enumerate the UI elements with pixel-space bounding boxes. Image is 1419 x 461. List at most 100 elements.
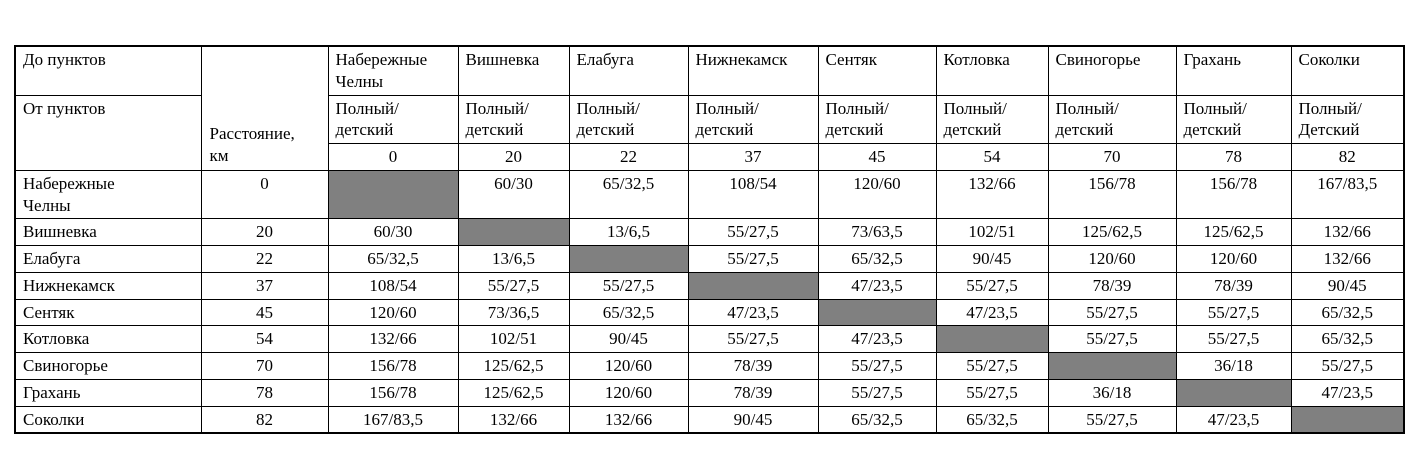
distance-column-header: Расстояние, км xyxy=(200,45,329,171)
fare-cell: 65/32,5 xyxy=(935,405,1049,434)
row-name: Набережные Челны xyxy=(14,169,202,220)
fare-cell: 47/23,5 xyxy=(817,325,937,353)
diagonal-cell xyxy=(568,245,689,273)
fare-cell: 55/27,5 xyxy=(1047,325,1177,353)
fare-cell: 156/78 xyxy=(1175,169,1292,220)
fare-cell: 55/27,5 xyxy=(1047,298,1177,327)
fare-cell: 55/27,5 xyxy=(935,378,1049,407)
fare-type-header: Полный/ детский xyxy=(327,94,459,144)
fare-cell: 125/62,5 xyxy=(1175,218,1292,246)
row-name: Грахань xyxy=(14,378,202,407)
column-distance: 0 xyxy=(327,143,459,171)
column-header: Грахань xyxy=(1175,45,1292,96)
table-row: Котловка 54 132/66 102/51 90/45 55/27,5 47/23,… xyxy=(14,325,1405,353)
fare-cell: 47/23,5 xyxy=(1290,378,1405,407)
fare-cell: 102/51 xyxy=(935,218,1049,246)
diagonal-cell xyxy=(457,218,570,246)
fare-cell: 167/83,5 xyxy=(1290,169,1405,220)
fare-cell: 78/39 xyxy=(687,378,819,407)
row-name: Соколки xyxy=(14,405,202,434)
fare-type-header: Полный/ детский xyxy=(1047,94,1177,144)
diagonal-cell xyxy=(935,325,1049,353)
fare-cell: 90/45 xyxy=(935,245,1049,273)
fare-cell: 132/66 xyxy=(935,169,1049,220)
column-distance: 70 xyxy=(1047,143,1177,171)
fare-cell: 36/18 xyxy=(1047,378,1177,407)
fare-table-container: До пунктов Расстояние, км Набережные Челны… xyxy=(14,45,1405,435)
fare-cell: 120/60 xyxy=(568,378,689,407)
column-header: Сентяк xyxy=(817,45,937,96)
column-header: Елабуга xyxy=(568,45,689,96)
column-header: Соколки xyxy=(1290,45,1405,96)
fare-cell: 65/32,5 xyxy=(1290,298,1405,327)
fare-cell: 55/27,5 xyxy=(687,325,819,353)
row-name: Котловка xyxy=(14,325,202,353)
column-distance: 22 xyxy=(568,143,689,171)
fare-type-header: Полный/ детский xyxy=(935,94,1049,144)
row-name: Вишневка xyxy=(14,218,202,246)
row-distance: 82 xyxy=(200,405,329,434)
table-row: Нижнекамск 37 108/54 55/27,5 55/27,5 47/23,5 5… xyxy=(14,271,1405,300)
fare-cell: 60/30 xyxy=(457,169,570,220)
diagonal-cell xyxy=(817,298,937,327)
fare-cell: 55/27,5 xyxy=(687,245,819,273)
corner-from-label: От пунктов xyxy=(14,94,202,171)
row-distance: 70 xyxy=(200,352,329,380)
fare-cell: 65/32,5 xyxy=(1290,325,1405,353)
fare-cell: 132/66 xyxy=(327,325,459,353)
corner-to-label: До пунктов xyxy=(14,45,202,96)
column-header: Котловка xyxy=(935,45,1049,96)
fare-cell: 125/62,5 xyxy=(457,378,570,407)
fare-cell: 120/60 xyxy=(1175,245,1292,273)
column-distance: 45 xyxy=(817,143,937,171)
fare-cell: 132/66 xyxy=(1290,218,1405,246)
column-header: Свиногорье xyxy=(1047,45,1177,96)
fare-cell: 73/36,5 xyxy=(457,298,570,327)
fare-cell: 78/39 xyxy=(687,352,819,380)
fare-cell: 55/27,5 xyxy=(1290,352,1405,380)
diagonal-cell xyxy=(327,169,459,220)
fare-cell: 167/83,5 xyxy=(327,405,459,434)
table-row: Елабуга 22 65/32,5 13/6,5 55/27,5 65/32,5 90/4… xyxy=(14,245,1405,273)
fare-cell: 65/32,5 xyxy=(568,298,689,327)
fare-type-header: Полный/ детский xyxy=(568,94,689,144)
table-row: Вишневка 20 60/30 13/6,5 55/27,5 73/63,5 102/5… xyxy=(14,218,1405,246)
row-distance: 22 xyxy=(200,245,329,273)
row-distance: 0 xyxy=(200,169,329,220)
fare-cell: 65/32,5 xyxy=(327,245,459,273)
fare-cell: 47/23,5 xyxy=(687,298,819,327)
fare-cell: 125/62,5 xyxy=(1047,218,1177,246)
fare-cell: 132/66 xyxy=(568,405,689,434)
column-distance: 20 xyxy=(457,143,570,171)
fare-cell: 132/66 xyxy=(1290,245,1405,273)
fare-cell: 55/27,5 xyxy=(687,218,819,246)
table-row: Грахань 78 156/78 125/62,5 120/60 78/39 55/27,… xyxy=(14,378,1405,407)
fare-cell: 47/23,5 xyxy=(935,298,1049,327)
column-distance: 37 xyxy=(687,143,819,171)
diagonal-cell xyxy=(1175,378,1292,407)
fare-cell: 90/45 xyxy=(568,325,689,353)
fare-cell: 90/45 xyxy=(687,405,819,434)
column-distance: 82 xyxy=(1290,143,1405,171)
row-name: Свиногорье xyxy=(14,352,202,380)
fare-cell: 55/27,5 xyxy=(1175,298,1292,327)
column-header: Нижнекамск xyxy=(687,45,819,96)
column-distance: 54 xyxy=(935,143,1049,171)
table-row: Сентяк 45 120/60 73/36,5 65/32,5 47/23,5 47/23… xyxy=(14,298,1405,327)
fare-cell: 60/30 xyxy=(327,218,459,246)
row-distance: 54 xyxy=(200,325,329,353)
fare-cell: 65/32,5 xyxy=(817,405,937,434)
fare-type-header: Полный/ детский xyxy=(817,94,937,144)
fare-cell: 47/23,5 xyxy=(1175,405,1292,434)
fare-table-body: Набережные Челны 0 60/30 65/32,5 108/54 120/6… xyxy=(14,169,1405,434)
column-distance: 78 xyxy=(1175,143,1292,171)
fare-cell: 108/54 xyxy=(327,271,459,300)
fare-cell: 73/63,5 xyxy=(817,218,937,246)
row-name: Елабуга xyxy=(14,245,202,273)
row-distance: 20 xyxy=(200,218,329,246)
fare-cell: 65/32,5 xyxy=(568,169,689,220)
fare-cell: 120/60 xyxy=(817,169,937,220)
fare-cell: 55/27,5 xyxy=(935,271,1049,300)
fare-cell: 108/54 xyxy=(687,169,819,220)
